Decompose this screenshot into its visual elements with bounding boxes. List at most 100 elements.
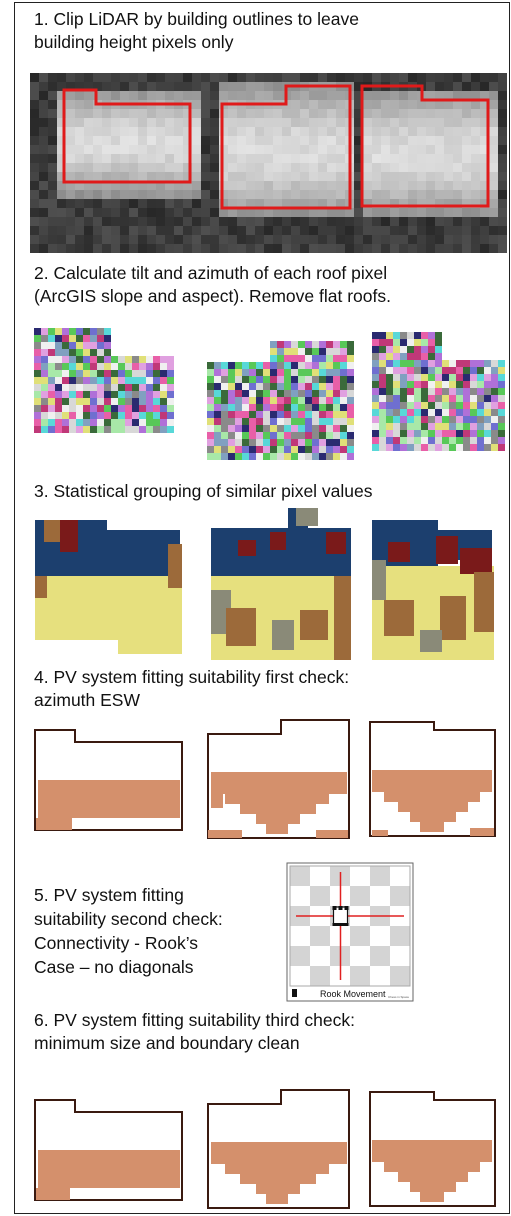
lidar-pixel (165, 172, 174, 181)
lidar-pixel (93, 208, 102, 217)
lidar-pixel (255, 136, 264, 145)
lidar-pixel (102, 136, 111, 145)
lidar-pixel (120, 235, 129, 244)
lidar-pixel (111, 244, 120, 253)
lidar-pixel (453, 163, 462, 172)
lidar-pixel (498, 226, 507, 235)
board-square (390, 926, 410, 946)
lidar-pixel (192, 217, 201, 226)
lidar-pixel (318, 172, 327, 181)
lidar-pixel (93, 172, 102, 181)
lidar-pixel (246, 145, 255, 154)
lidar-pixel (237, 163, 246, 172)
lidar-pixel (408, 91, 417, 100)
roof-pixel (270, 453, 277, 460)
board-square (370, 966, 390, 986)
roof-pixel (97, 405, 104, 412)
roof-pixel (69, 356, 76, 363)
lidar-pixel (417, 217, 426, 226)
roof-pixel (139, 377, 146, 384)
roof-pixel (393, 346, 400, 353)
lidar-pixel (372, 172, 381, 181)
roof-pixel (463, 444, 470, 451)
roof-pixel (414, 430, 421, 437)
lidar-pixel (48, 172, 57, 181)
lidar-pixel (201, 208, 210, 217)
lidar-pixel (48, 82, 57, 91)
roof-pixel (470, 444, 477, 451)
roof-pixel (284, 439, 291, 446)
lidar-pixel (138, 145, 147, 154)
lidar-pixel (201, 154, 210, 163)
roof-pixel (347, 376, 354, 383)
roof-pixel (312, 348, 319, 355)
lidar-pixel (471, 109, 480, 118)
lidar-pixel (318, 118, 327, 127)
roof-pixel (386, 346, 393, 353)
roof-pixel (256, 376, 263, 383)
building-outline (360, 84, 490, 208)
roof-pixel (298, 390, 305, 397)
lidar-pixel (300, 136, 309, 145)
roof-pixel (90, 342, 97, 349)
roof-pixel (249, 383, 256, 390)
roof-pixel (400, 360, 407, 367)
lidar-pixel (192, 109, 201, 118)
lidar-pixel (228, 127, 237, 136)
lidar-pixel (408, 136, 417, 145)
lidar-pixel (66, 217, 75, 226)
lidar-pixel (156, 136, 165, 145)
roof-pixel (498, 381, 505, 388)
roof-pixel (97, 328, 104, 335)
lidar-pixel (327, 127, 336, 136)
lidar-pixel (264, 208, 273, 217)
lidar-pixel (273, 226, 282, 235)
lidar-pixel (210, 217, 219, 226)
roof-pixel (305, 362, 312, 369)
roof-pixel (34, 335, 41, 342)
roof-pixel (104, 405, 111, 412)
lidar-pixel (390, 190, 399, 199)
lidar-pixel (291, 127, 300, 136)
roof-pixel (421, 353, 428, 360)
lidar-pixel (201, 190, 210, 199)
lidar-pixel (237, 172, 246, 181)
lidar-pixel (39, 199, 48, 208)
roof-pixel (491, 423, 498, 430)
lidar-pixel (327, 199, 336, 208)
roof-outline (369, 1091, 496, 1207)
lidar-pixel (120, 226, 129, 235)
lidar-pixel (273, 145, 282, 154)
lidar-pixel (39, 136, 48, 145)
lidar-pixel (219, 217, 228, 226)
roof-pixel (242, 453, 249, 460)
roof-pixel (421, 360, 428, 367)
lidar-pixel (165, 91, 174, 100)
lidar-pixel (129, 190, 138, 199)
roof-pixel (372, 381, 379, 388)
lidar-pixel (156, 226, 165, 235)
lidar-pixel (435, 217, 444, 226)
lidar-pixel (210, 154, 219, 163)
roof-pixel (41, 335, 48, 342)
roof-pixel (393, 353, 400, 360)
lidar-pixel (147, 226, 156, 235)
roof-pixel (62, 335, 69, 342)
roof-pixel (221, 369, 228, 376)
roof-pixel (146, 384, 153, 391)
lidar-pixel (129, 172, 138, 181)
lidar-pixel (174, 73, 183, 82)
roof-pixel (125, 370, 132, 377)
roof-pixel (55, 405, 62, 412)
lidar-pixel (183, 154, 192, 163)
roof-pixel (277, 425, 284, 432)
rook-icon-shape (292, 989, 297, 997)
lidar-pixel (210, 208, 219, 217)
roof-pixel (442, 402, 449, 409)
roof-pixel (435, 332, 442, 339)
rook-base (332, 923, 349, 926)
lidar-pixel (228, 118, 237, 127)
lidar-pixel (183, 190, 192, 199)
lidar-pixel (345, 235, 354, 244)
lidar-pixel (201, 73, 210, 82)
